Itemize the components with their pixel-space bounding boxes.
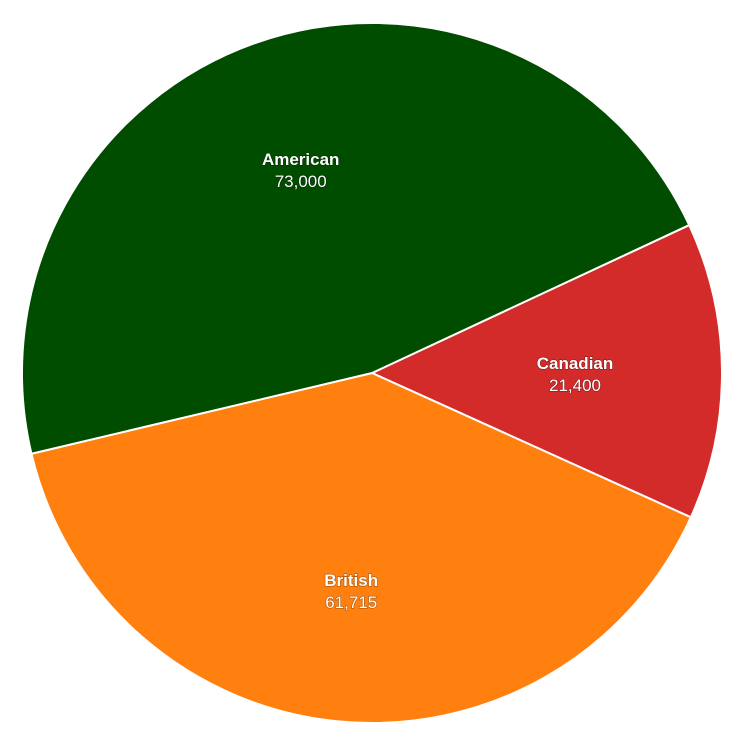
slice-name-label: American — [262, 150, 339, 169]
slice-value-label: 21,400 — [549, 376, 601, 395]
slice-label-group-canadian: Canadian 21,400 — [536, 353, 614, 395]
slice-value-label: 61,715 — [325, 593, 377, 612]
slices-layer — [21, 22, 723, 724]
slice-value-label: 73,000 — [275, 172, 327, 191]
slice-label-group-american: American 73,000 — [261, 149, 340, 191]
labels-layer: Canadian 21,400 British 61,715 American 73,00… — [261, 149, 614, 612]
slice-name-label: British — [324, 571, 378, 590]
slice-name-label: Canadian — [537, 354, 614, 373]
pie-slice-canadian[interactable] — [369, 223, 723, 519]
pie-slice-american[interactable] — [21, 22, 691, 455]
pie-slice-british[interactable] — [30, 371, 693, 724]
slice-label-group-british: British 61,715 — [324, 570, 379, 612]
